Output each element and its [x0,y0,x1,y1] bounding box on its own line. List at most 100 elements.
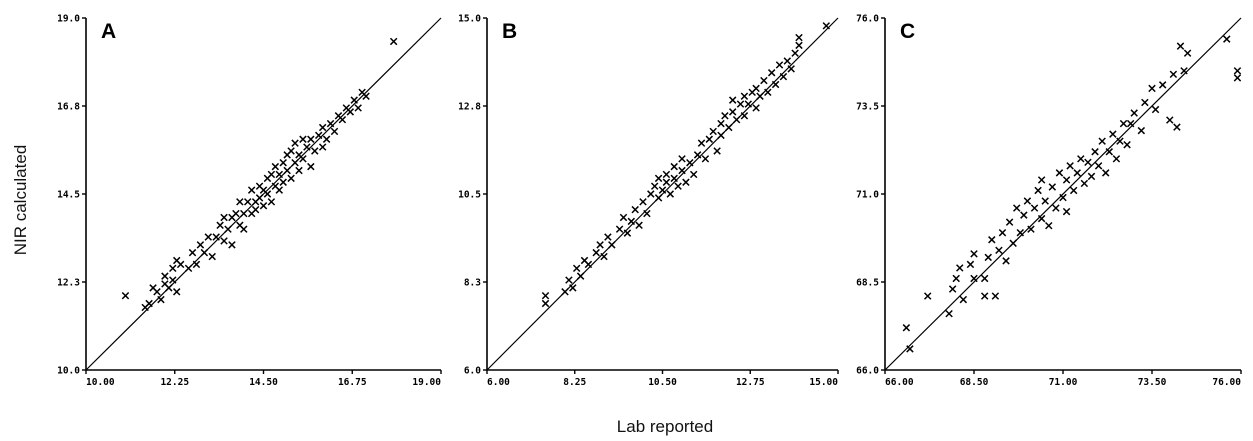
data-point-a [200,248,209,257]
data-point-c [1176,42,1185,50]
y-tick-label-c: 71.0 [856,190,879,201]
data-point-a [165,284,173,292]
data-point-c [1109,130,1117,138]
data-point-c [1069,186,1078,195]
data-point-a [287,174,295,183]
data-point-c [1126,119,1135,128]
data-point-a [153,288,161,296]
data-point-b [541,291,550,300]
data-point-a [318,143,327,151]
data-point-b [654,174,663,183]
data-point-a [212,233,220,241]
data-point-b [615,225,624,233]
x-axis-title: Lab reported [617,417,713,436]
data-point-b [623,229,632,237]
data-point-c [1084,158,1092,167]
data-point-a [275,186,284,194]
data-point-a [338,115,347,124]
data-point-a [275,170,284,179]
data-point-c [1062,176,1071,184]
data-point-c [1166,116,1174,124]
data-point-b [561,288,569,296]
x-tick-label-b: 8.25 [563,377,586,388]
data-point-b [740,92,749,100]
data-point-c [948,285,957,293]
scatter-panel-b: 6.0 8.3 10.5 12.8 15.0 6.00 8.25 10.50 12.75 15.0… [458,14,839,388]
data-point-b [639,198,647,206]
data-point-c [1030,204,1039,212]
data-point-b [670,162,678,171]
data-point-c [1002,257,1010,265]
data-point-c [1016,228,1025,237]
y-tick-label-a: 10.0 [57,366,80,377]
data-point-a [279,178,287,186]
data-point-c [1059,193,1067,202]
data-point-b [662,178,671,186]
data-point-a [279,158,287,167]
x-tick-label-a: 19.00 [412,377,441,388]
data-point-c [1062,207,1071,216]
data-point-c [1034,186,1042,195]
data-point-c [1041,197,1049,205]
data-point-c [1169,70,1178,79]
data-point-c [1223,35,1231,43]
data-point-a [169,276,177,284]
data-point-c [1123,140,1131,149]
data-point-a [326,119,335,128]
data-point-c [1045,221,1053,230]
data-point-a [196,241,205,249]
data-point-c [923,292,932,300]
data-point-c [906,345,914,353]
data-point-c [1037,214,1046,223]
x-tick-label-b: 15.00 [809,377,838,388]
data-point-a [271,162,280,171]
data-point-b [596,241,604,249]
data-point-a [354,104,362,112]
panel-label-c: C [900,20,915,43]
data-point-b [600,252,608,261]
reference-line-a [85,17,442,371]
x-tick-label-a: 16.75 [338,377,367,388]
data-point-a [283,166,291,175]
data-point-b [662,170,671,179]
data-point-a [184,264,193,273]
data-point-a [318,123,327,132]
data-point-b [779,72,788,81]
data-point-b [764,88,772,97]
scatter-panel-a: 10.0 12.3 14.5 16.8 19.0 10.00 12.25 14.50 16.75… [57,14,442,388]
data-point-a [307,162,315,171]
data-point-b [795,33,803,42]
data-point-b [635,221,643,230]
data-point-c [980,292,989,300]
scatter-panel-c: 66.0 68.5 71.0 73.5 76.0 66.00 68.50 71.00 73.50… [856,14,1242,388]
data-point-a [247,186,256,194]
data-point-c [1023,197,1032,205]
data-point-c [1073,169,1081,177]
data-point-c [1173,123,1181,131]
data-point-b [725,123,733,132]
data-point-a [172,288,181,296]
data-point-c [1009,239,1017,248]
data-point-a [121,291,130,300]
x-tick-label-a: 12.25 [160,377,189,388]
data-point-c [1158,81,1167,89]
data-point-c [1037,176,1046,184]
data-point-a [311,147,319,155]
data-point-b [682,178,690,186]
data-point-b [650,182,659,190]
data-point-c [984,253,992,262]
data-point-b [752,104,760,112]
data-point-a [314,131,323,140]
data-point-a [240,209,248,218]
data-point-a [216,221,224,230]
data-point-c [1233,74,1242,82]
data-point-a [224,225,232,233]
data-point-a [295,166,303,175]
data-point-b [643,209,651,218]
data-point-b [647,190,655,198]
data-point-a [236,198,244,206]
data-point-b [576,272,585,280]
data-point-b [740,112,749,120]
data-point-a [307,135,315,143]
data-point-c [1130,109,1138,117]
